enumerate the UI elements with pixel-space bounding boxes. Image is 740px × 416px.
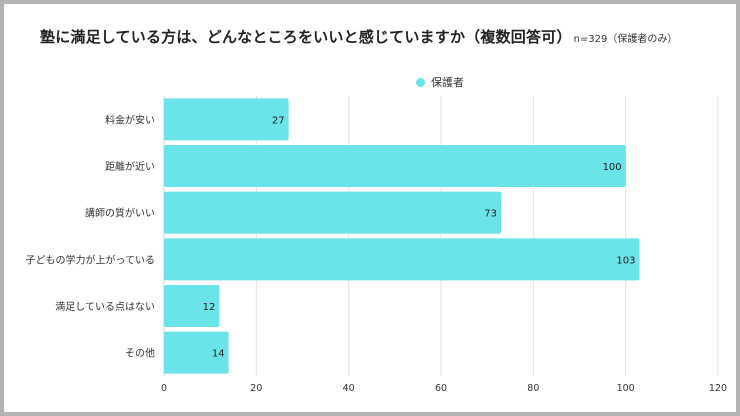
bar — [164, 331, 229, 374]
value-label: 12 — [203, 302, 216, 313]
category-label: 満足している点はない — [55, 301, 155, 313]
chart-title-row: 塾に満足している方は、どんなところをいいと感じていますか（複数回答可） n=329… — [40, 26, 730, 47]
legend: 保護者 — [416, 74, 464, 90]
value-label: 100 — [603, 162, 622, 173]
bar — [164, 191, 502, 234]
x-tick-label: 20 — [250, 383, 262, 394]
category-label: その他 — [125, 347, 155, 360]
value-label: 14 — [212, 349, 225, 360]
x-tick-label: 80 — [527, 383, 539, 394]
x-tick-label: 100 — [617, 383, 635, 394]
legend-marker — [416, 77, 425, 87]
bar — [164, 145, 626, 187]
category-label: 距離が近い — [105, 160, 155, 173]
category-label: 子どもの学力が上がっている — [26, 253, 156, 266]
chart-subtitle: n=329（保護者のみ） — [573, 34, 678, 45]
x-tick-label: 60 — [435, 383, 447, 394]
bar — [164, 98, 289, 141]
x-tick-label: 120 — [709, 383, 727, 394]
value-label: 103 — [616, 255, 635, 266]
x-tick-label: 0 — [161, 383, 167, 394]
category-label: 料金が安い — [105, 113, 155, 126]
bar — [164, 285, 220, 327]
chart-title: 塾に満足している方は、どんなところをいいと感じていますか（複数回答可） — [40, 28, 572, 46]
bar — [164, 238, 640, 281]
value-label: 27 — [272, 115, 285, 126]
category-label: 講師の質がいい — [85, 207, 155, 220]
value-label: 73 — [484, 209, 497, 220]
x-tick-label: 40 — [343, 383, 355, 394]
legend-label: 保護者 — [431, 76, 464, 89]
